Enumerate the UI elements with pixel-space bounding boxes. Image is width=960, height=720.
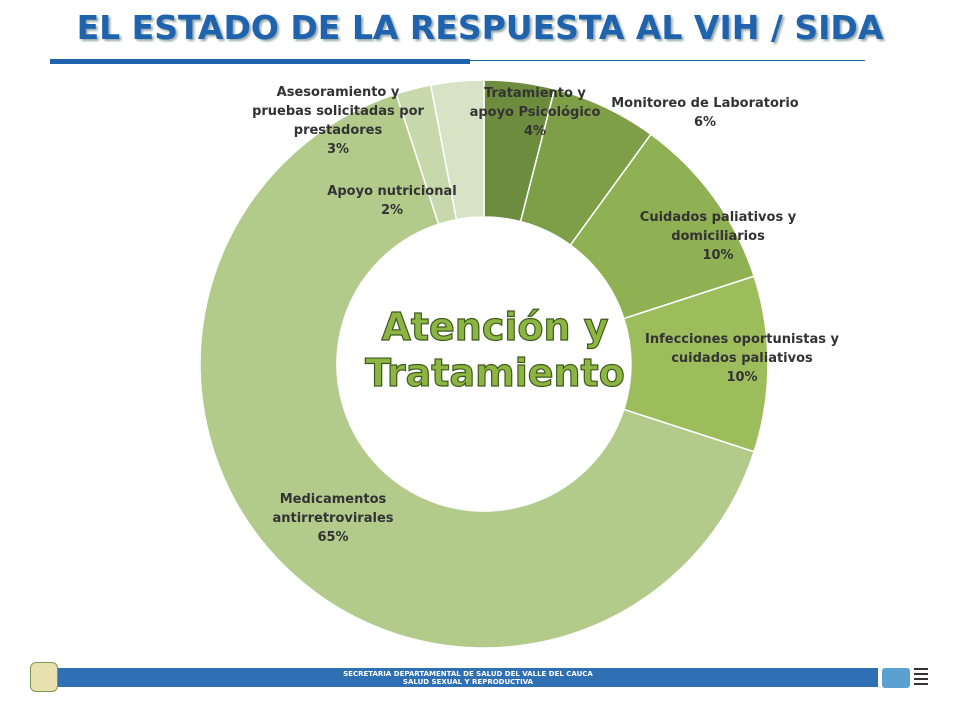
logo-right bbox=[882, 668, 910, 688]
logo-right-text bbox=[914, 668, 928, 688]
slice-label: Monitoreo de Laboratorio 6% bbox=[610, 94, 800, 132]
category: Apoyo nutricional bbox=[327, 184, 457, 199]
slice-label: Infecciones oportunistas y cuidados pali… bbox=[642, 330, 842, 387]
value-label: 10% bbox=[726, 370, 758, 385]
value-label: 3% bbox=[326, 142, 350, 157]
category: Medicamentos antirretrovirales bbox=[272, 492, 394, 526]
value-label: 6% bbox=[693, 115, 717, 130]
slice-label: Asesoramiento y pruebas solicitadas por … bbox=[248, 83, 428, 159]
category: Cuidados paliativos y domiciliarios bbox=[639, 210, 797, 244]
footer: SECRETARIA DEPARTAMENTAL DE SALUD DEL VA… bbox=[58, 668, 878, 687]
category: Infecciones oportunistas y cuidados pali… bbox=[645, 332, 839, 366]
value-label: 4% bbox=[523, 124, 547, 139]
title-underline bbox=[50, 59, 470, 64]
donut-slice bbox=[199, 92, 756, 649]
category: Monitoreo de Laboratorio bbox=[611, 96, 799, 111]
slice-label: Apoyo nutricional 2% bbox=[327, 182, 457, 220]
slice-label: Cuidados paliativos y domiciliarios 10% bbox=[636, 208, 801, 265]
center-label: Tratamiento bbox=[365, 351, 625, 395]
donut-slice bbox=[429, 79, 485, 221]
value-label: 2% bbox=[380, 203, 404, 218]
category: Asesoramiento y pruebas solicitadas por … bbox=[252, 85, 424, 138]
slice-label: Tratamiento y apoyo Psicológico 4% bbox=[460, 84, 610, 141]
value-label: 10% bbox=[702, 248, 734, 263]
title-rule bbox=[470, 60, 865, 61]
footer-line: SALUD SEXUAL Y REPRODUCTIVA bbox=[402, 678, 534, 686]
title: EL ESTADO DE LA RESPUESTA AL VIH / SIDA bbox=[76, 8, 884, 47]
category: Tratamiento y apoyo Psicológico bbox=[469, 86, 601, 120]
slice-label: Medicamentos antirretrovirales 65% bbox=[268, 490, 398, 547]
value-label: 65% bbox=[317, 530, 349, 545]
center-label: Atención y bbox=[381, 305, 608, 349]
footer-line: SECRETARIA DEPARTAMENTAL DE SALUD DEL VA… bbox=[343, 670, 593, 678]
logo-left bbox=[30, 662, 58, 692]
